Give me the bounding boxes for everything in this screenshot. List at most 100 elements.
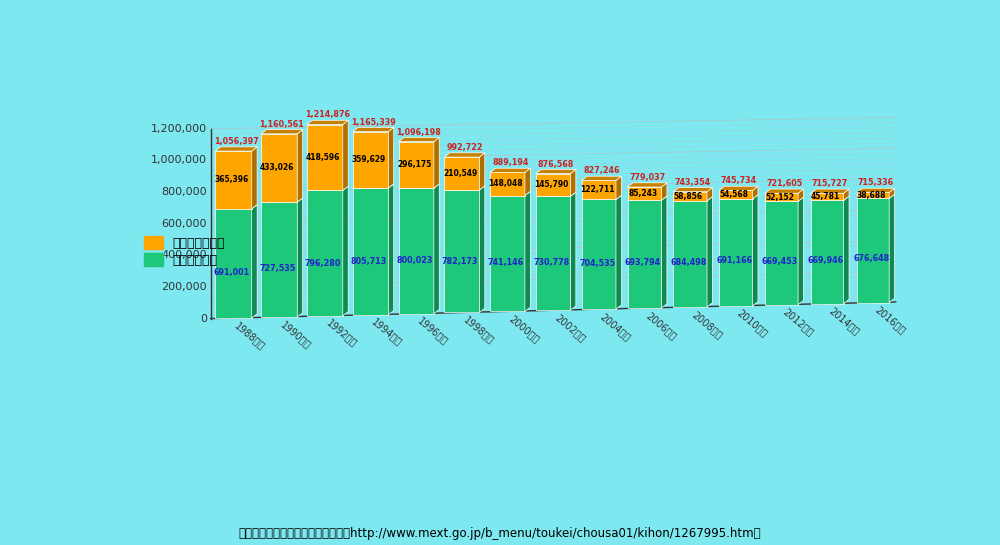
Text: 796,280: 796,280 bbox=[305, 259, 341, 268]
Text: 704,535: 704,535 bbox=[579, 258, 615, 268]
Polygon shape bbox=[628, 200, 661, 308]
Legend: 大学不合格者数, 大学入学者数: 大学不合格者数, 大学入学者数 bbox=[139, 231, 230, 272]
Polygon shape bbox=[215, 209, 252, 318]
Text: 「学校基本調査」（文部科学省）（http://www.mext.go.jp/b_menu/toukei/chousa01/kihon/1267995.htm）: 「学校基本調査」（文部科学省）（http://www.mext.go.jp/b_… bbox=[239, 526, 761, 540]
Polygon shape bbox=[307, 120, 348, 124]
Polygon shape bbox=[765, 197, 804, 201]
Polygon shape bbox=[479, 153, 485, 190]
Polygon shape bbox=[811, 189, 849, 193]
Text: 296,175: 296,175 bbox=[397, 160, 432, 169]
Polygon shape bbox=[582, 176, 621, 180]
Polygon shape bbox=[215, 151, 252, 209]
Polygon shape bbox=[536, 192, 576, 196]
Polygon shape bbox=[297, 198, 303, 317]
Polygon shape bbox=[570, 169, 576, 196]
Polygon shape bbox=[661, 183, 667, 200]
Text: 145,790: 145,790 bbox=[534, 180, 569, 190]
Text: 676,648: 676,648 bbox=[853, 255, 889, 263]
Polygon shape bbox=[765, 189, 804, 193]
Polygon shape bbox=[525, 168, 530, 196]
Polygon shape bbox=[353, 188, 388, 314]
Polygon shape bbox=[628, 187, 661, 200]
Text: 745,734: 745,734 bbox=[721, 177, 757, 185]
Polygon shape bbox=[399, 188, 434, 313]
Polygon shape bbox=[525, 191, 530, 311]
Text: 1996年度: 1996年度 bbox=[416, 316, 450, 347]
Text: 2004年度: 2004年度 bbox=[599, 311, 633, 342]
Polygon shape bbox=[261, 198, 303, 202]
Polygon shape bbox=[536, 196, 570, 310]
Text: 600,000: 600,000 bbox=[161, 219, 207, 229]
Text: 433,026: 433,026 bbox=[260, 164, 295, 172]
Text: 800,000: 800,000 bbox=[161, 187, 207, 197]
Text: 2002年度: 2002年度 bbox=[553, 312, 587, 343]
Polygon shape bbox=[719, 190, 753, 199]
Text: 1,200,000: 1,200,000 bbox=[151, 124, 207, 134]
Polygon shape bbox=[673, 192, 707, 201]
Polygon shape bbox=[719, 195, 758, 199]
Polygon shape bbox=[753, 186, 758, 199]
Polygon shape bbox=[857, 194, 895, 198]
Polygon shape bbox=[343, 186, 348, 316]
Text: 2010年度: 2010年度 bbox=[736, 308, 770, 339]
Polygon shape bbox=[673, 187, 712, 192]
Polygon shape bbox=[628, 183, 667, 187]
Text: 889,194: 889,194 bbox=[492, 159, 528, 167]
Text: 730,778: 730,778 bbox=[533, 258, 570, 267]
Polygon shape bbox=[582, 180, 616, 199]
Text: 1992年度: 1992年度 bbox=[325, 318, 359, 349]
Polygon shape bbox=[261, 134, 297, 202]
Text: 85,243: 85,243 bbox=[628, 189, 657, 198]
Polygon shape bbox=[707, 187, 712, 201]
Text: 52,152: 52,152 bbox=[765, 193, 794, 202]
Polygon shape bbox=[388, 128, 394, 188]
Text: 691,166: 691,166 bbox=[716, 256, 752, 265]
Text: 200,000: 200,000 bbox=[161, 282, 207, 292]
Polygon shape bbox=[707, 197, 712, 307]
Polygon shape bbox=[399, 137, 439, 142]
Polygon shape bbox=[582, 199, 616, 309]
Text: 1,056,397: 1,056,397 bbox=[214, 137, 259, 146]
Text: 1,160,561: 1,160,561 bbox=[260, 120, 304, 129]
Text: 743,354: 743,354 bbox=[675, 178, 711, 186]
Text: 148,048: 148,048 bbox=[488, 179, 523, 189]
Polygon shape bbox=[479, 186, 485, 312]
Polygon shape bbox=[673, 201, 707, 307]
Polygon shape bbox=[844, 189, 849, 201]
Text: 0: 0 bbox=[200, 313, 207, 324]
Text: 365,396: 365,396 bbox=[215, 175, 249, 184]
Polygon shape bbox=[215, 147, 257, 151]
Polygon shape bbox=[889, 194, 895, 302]
Polygon shape bbox=[765, 193, 798, 201]
Text: 669,453: 669,453 bbox=[762, 257, 798, 266]
Polygon shape bbox=[343, 120, 348, 190]
Text: 741,146: 741,146 bbox=[488, 258, 524, 267]
Text: 122,711: 122,711 bbox=[580, 185, 614, 195]
Text: 400,000: 400,000 bbox=[161, 250, 207, 261]
Polygon shape bbox=[889, 188, 895, 198]
Polygon shape bbox=[673, 197, 712, 201]
Text: 2012年度: 2012年度 bbox=[781, 307, 816, 338]
Polygon shape bbox=[307, 124, 343, 190]
Polygon shape bbox=[536, 169, 576, 173]
Polygon shape bbox=[536, 173, 570, 196]
Text: 779,037: 779,037 bbox=[629, 173, 665, 182]
Polygon shape bbox=[753, 195, 758, 306]
Text: 693,794: 693,794 bbox=[625, 258, 661, 267]
Text: 727,535: 727,535 bbox=[259, 264, 295, 273]
Text: 715,727: 715,727 bbox=[812, 179, 848, 188]
Text: 827,246: 827,246 bbox=[583, 166, 620, 175]
Text: 2016年度: 2016年度 bbox=[873, 305, 907, 336]
Text: 669,946: 669,946 bbox=[808, 256, 844, 265]
Text: 1,165,339: 1,165,339 bbox=[351, 118, 396, 126]
Text: 1988年度: 1988年度 bbox=[233, 320, 267, 351]
Polygon shape bbox=[444, 186, 485, 190]
Polygon shape bbox=[297, 130, 303, 202]
Text: 1,000,000: 1,000,000 bbox=[151, 155, 207, 165]
Polygon shape bbox=[490, 168, 530, 172]
Polygon shape bbox=[570, 192, 576, 310]
Polygon shape bbox=[490, 172, 525, 196]
Polygon shape bbox=[307, 190, 343, 316]
Polygon shape bbox=[582, 195, 621, 199]
Polygon shape bbox=[252, 147, 257, 209]
